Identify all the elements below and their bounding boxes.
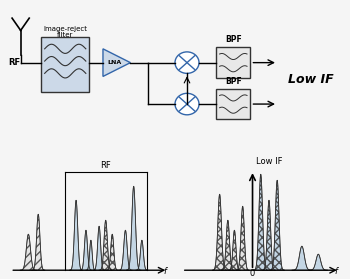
Text: RF: RF xyxy=(9,58,21,67)
FancyBboxPatch shape xyxy=(41,37,89,92)
Text: filter: filter xyxy=(57,32,74,38)
Text: f: f xyxy=(335,267,338,276)
Text: Low IF: Low IF xyxy=(256,157,282,166)
Text: RF: RF xyxy=(100,161,111,170)
Text: Low IF: Low IF xyxy=(288,73,334,86)
Text: BPF: BPF xyxy=(225,77,242,86)
FancyBboxPatch shape xyxy=(216,47,251,78)
Text: f: f xyxy=(163,267,166,276)
FancyBboxPatch shape xyxy=(216,89,251,119)
Text: BPF: BPF xyxy=(225,35,242,44)
Circle shape xyxy=(175,52,199,73)
Text: LNA: LNA xyxy=(108,60,122,65)
Polygon shape xyxy=(103,49,131,76)
Text: 0: 0 xyxy=(250,269,255,278)
Circle shape xyxy=(175,93,199,115)
Text: Image-reject: Image-reject xyxy=(43,26,87,32)
